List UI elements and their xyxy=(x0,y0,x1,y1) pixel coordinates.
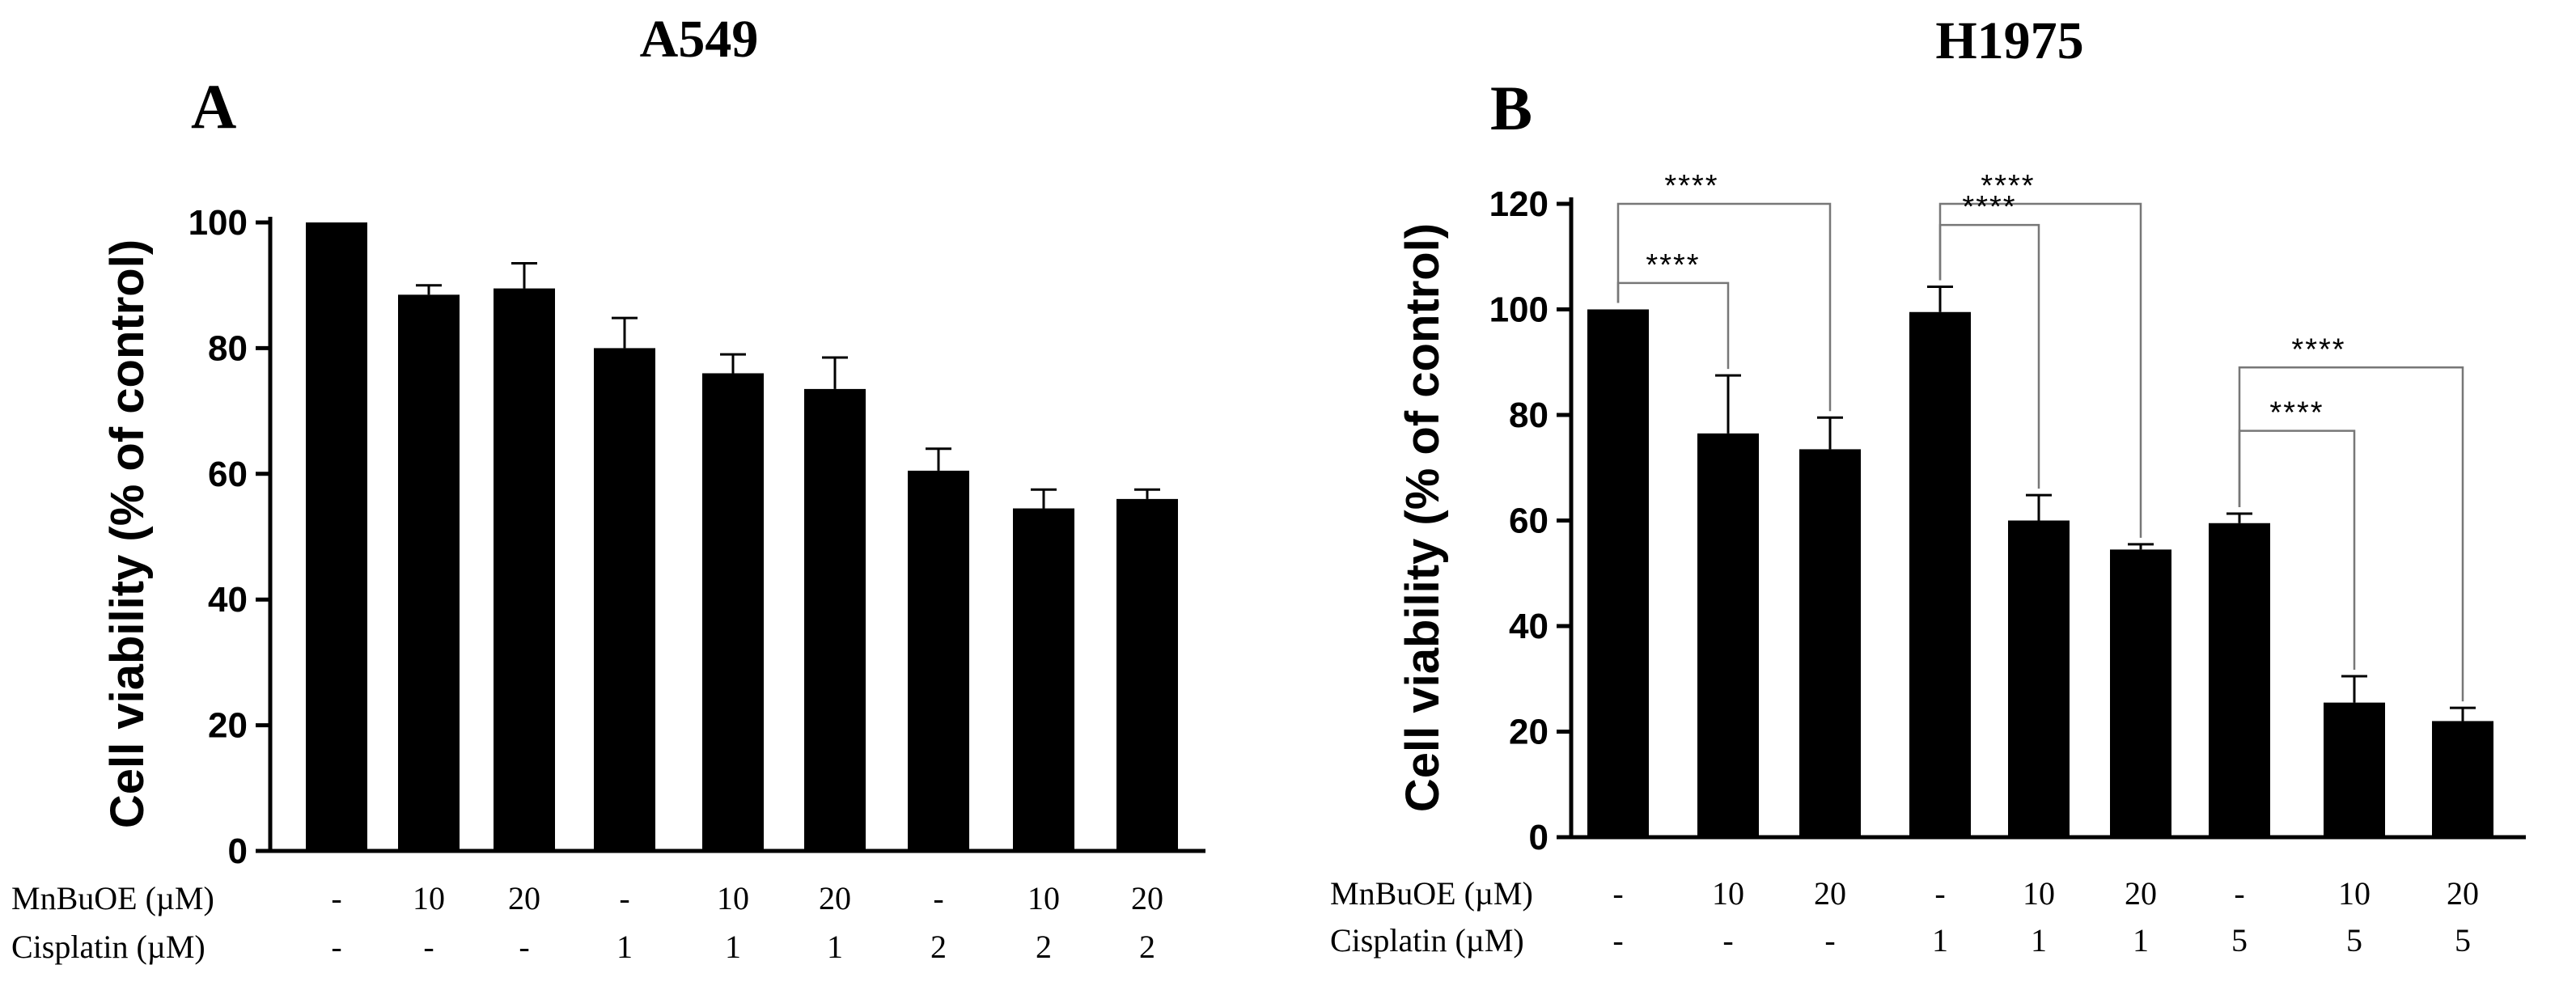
panel-b-bar xyxy=(1697,433,1759,837)
panel-b-significance-bracket xyxy=(2238,430,2356,670)
panel-a-mnbuoe-value: - xyxy=(933,880,943,916)
panel-a: A549 A Cell viability (% of control) 0 20… xyxy=(11,10,1205,965)
panel-b-cisplatin-value: 5 xyxy=(2231,922,2248,959)
panel-b-cisplatin-value: - xyxy=(1612,922,1623,959)
panel-a-y-tick-label: 60 xyxy=(208,455,248,494)
panel-b-y-tick-label: 80 xyxy=(1509,396,1549,435)
panel-b-y-tick-label: 120 xyxy=(1489,184,1549,224)
panel-a-title: A549 xyxy=(640,10,759,69)
panel-a-cisplatin-value: - xyxy=(331,929,341,965)
panel-a-y-tick-label: 100 xyxy=(189,203,248,243)
panel-a-mnbuoe-value: 20 xyxy=(508,880,540,916)
panel-b-cisplatin-value: 1 xyxy=(2031,922,2047,959)
panel-b-mnbuoe-value: 10 xyxy=(1712,875,1744,912)
panel-b-bar xyxy=(2432,721,2493,837)
panel-b-significance-label: **** xyxy=(1981,169,2035,203)
panel-a-cisplatin-value: 1 xyxy=(616,929,633,965)
panel-b-cisplatin-value: 1 xyxy=(1932,922,1948,959)
panel-b-bar xyxy=(2110,549,2171,837)
panel-b-label: B xyxy=(1490,73,1532,143)
panel-a-mnbuoe-value: 20 xyxy=(1131,880,1163,916)
panel-a-cisplatin-value: 2 xyxy=(1036,929,1052,965)
panel-b: H1975 B Cell viability (% of control) 0 2… xyxy=(1330,11,2526,959)
panel-a-y-tick-label: 20 xyxy=(208,706,248,746)
panel-b-significance-label: **** xyxy=(2269,396,2324,430)
panel-a-row-label-cisplatin: Cisplatin (µM) xyxy=(11,929,205,965)
panel-b-y-tick-label: 100 xyxy=(1489,290,1549,330)
panel-a-bar xyxy=(702,373,764,852)
panel-b-mnbuoe-value: - xyxy=(2234,875,2244,912)
panel-b-y-tick-label: 40 xyxy=(1509,607,1549,646)
panel-b-bar xyxy=(1799,449,1861,837)
panel-a-mnbuoe-value: - xyxy=(619,880,629,916)
panel-b-y-tick-label: 60 xyxy=(1509,502,1549,541)
panel-b-bar xyxy=(2008,520,2070,837)
panel-b-mnbuoe-value: 20 xyxy=(2125,875,2157,912)
panel-a-row-label-mnbuoe: MnBuOE (µM) xyxy=(11,880,214,916)
panel-b-cisplatin-value: 1 xyxy=(2133,922,2149,959)
panel-a-mnbuoe-value: 10 xyxy=(413,880,445,916)
panel-a-bar xyxy=(306,222,367,851)
panel-b-cisplatin-value: 5 xyxy=(2455,922,2471,959)
panel-b-significance-bracket xyxy=(1938,223,2040,489)
panel-b-row-label-cisplatin: Cisplatin (µM) xyxy=(1330,922,1524,959)
panel-a-cisplatin-value: 1 xyxy=(827,929,843,965)
panel-a-y-axis-label: Cell viability (% of control) xyxy=(101,239,154,828)
panel-b-cisplatin-value: 5 xyxy=(2346,922,2362,959)
panel-b-significance-label: **** xyxy=(1664,169,1718,203)
panel-b-significance-bracket xyxy=(1616,281,1730,370)
panel-a-mnbuoe-value: 10 xyxy=(717,880,749,916)
panel-a-bar xyxy=(494,288,555,852)
panel-a-bar xyxy=(804,388,866,851)
panel-b-mnbuoe-value: 20 xyxy=(1814,875,1846,912)
panel-b-significance-label: **** xyxy=(1962,190,2016,224)
panel-a-bar xyxy=(1116,498,1178,851)
panel-a-bar xyxy=(1013,508,1074,851)
panel-a-y-tick-label: 40 xyxy=(208,580,248,620)
panel-b-significance-label: **** xyxy=(2291,332,2345,366)
panel-b-mnbuoe-value: 10 xyxy=(2338,875,2371,912)
panel-b-mnbuoe-value: 10 xyxy=(2023,875,2055,912)
panel-b-significance-label: **** xyxy=(1646,248,1700,282)
panel-b-mnbuoe-value: - xyxy=(1612,875,1623,912)
panel-a-mnbuoe-value: - xyxy=(331,880,341,916)
panel-a-y-tick-label: 80 xyxy=(208,328,248,368)
panel-a-cisplatin-value: 2 xyxy=(1139,929,1155,965)
panel-b-bar xyxy=(2324,702,2385,837)
panel-b-mnbuoe-value: 20 xyxy=(2447,875,2479,912)
panel-a-cisplatin-value: 2 xyxy=(930,929,947,965)
panel-b-bar xyxy=(1909,311,1971,837)
panel-a-mnbuoe-value: 20 xyxy=(819,880,851,916)
panel-a-cisplatin-value: - xyxy=(519,929,529,965)
panel-b-significance-bracket xyxy=(1616,202,1832,412)
panel-b-mnbuoe-value: - xyxy=(1934,875,1945,912)
panel-a-bar xyxy=(908,470,969,851)
panel-b-row-label-mnbuoe: MnBuOE (µM) xyxy=(1330,875,1533,912)
panel-a-y-tick-label: 0 xyxy=(228,832,248,871)
panel-b-cisplatin-value: - xyxy=(1722,922,1733,959)
panel-b-title: H1975 xyxy=(1935,11,2083,70)
panel-b-y-tick-label: 0 xyxy=(1529,818,1549,857)
panel-a-label: A xyxy=(191,71,236,142)
panel-a-bar xyxy=(398,294,460,852)
panel-a-cisplatin-value: - xyxy=(423,929,434,965)
panel-b-y-tick-label: 20 xyxy=(1509,713,1549,752)
panel-b-cisplatin-value: - xyxy=(1824,922,1835,959)
panel-b-bar xyxy=(2209,523,2270,837)
panel-a-bar xyxy=(594,348,655,851)
panel-a-mnbuoe-value: 10 xyxy=(1027,880,1060,916)
panel-a-cisplatin-value: 1 xyxy=(725,929,741,965)
panel-b-y-axis-label: Cell viability (% of control) xyxy=(1396,223,1449,812)
panel-b-bar xyxy=(1587,309,1649,837)
